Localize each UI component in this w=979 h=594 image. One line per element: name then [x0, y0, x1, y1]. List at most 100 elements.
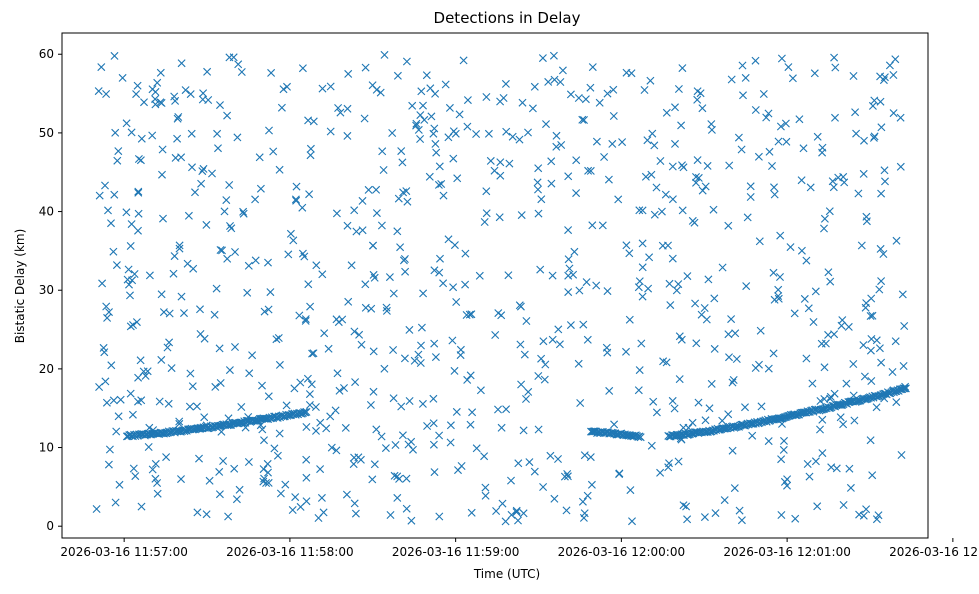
data-point-marker [129, 464, 138, 473]
data-point-marker [304, 280, 313, 289]
data-point-marker [334, 104, 343, 112]
data-point-marker [641, 172, 650, 181]
data-point-marker [350, 499, 359, 508]
data-point-marker [126, 322, 135, 331]
data-point-marker [845, 464, 854, 473]
data-point-marker [549, 51, 558, 60]
data-point-marker [769, 349, 778, 358]
data-point-marker [270, 444, 279, 453]
data-point-marker [720, 496, 729, 505]
data-point-marker [239, 207, 248, 216]
data-point-marker [583, 335, 592, 344]
data-point-marker [892, 236, 901, 245]
data-point-marker [701, 416, 710, 425]
data-point-marker [475, 271, 484, 280]
data-point-marker [836, 413, 845, 422]
data-point-marker [481, 491, 490, 500]
data-point-marker [394, 194, 403, 203]
data-point-marker [202, 510, 211, 519]
data-point-marker [151, 95, 160, 104]
data-point-marker [376, 88, 385, 97]
data-point-marker [333, 369, 342, 378]
data-point-marker [334, 318, 343, 327]
data-point-marker [133, 81, 142, 90]
data-point-marker [175, 244, 184, 253]
data-point-marker [764, 437, 773, 446]
data-point-marker [860, 372, 869, 381]
data-point-marker [732, 355, 741, 363]
data-point-marker [356, 455, 365, 464]
data-point-marker [215, 344, 224, 353]
y-tick-label: 40 [39, 205, 54, 219]
data-point-marker [472, 444, 481, 453]
data-point-marker [167, 364, 176, 373]
data-point-marker [260, 414, 269, 423]
data-point-marker [416, 135, 425, 143]
data-point-marker [824, 330, 833, 339]
data-point-marker [467, 508, 476, 517]
data-point-marker [494, 405, 502, 414]
data-point-marker [126, 291, 134, 300]
data-point-marker [153, 479, 162, 487]
data-point-marker [107, 219, 115, 228]
data-point-marker [622, 347, 630, 356]
data-point-marker [550, 75, 559, 84]
data-point-marker [734, 133, 743, 142]
data-point-marker [360, 114, 369, 123]
data-point-marker [657, 207, 666, 216]
data-point-marker [286, 229, 295, 238]
y-tick-label: 20 [39, 362, 54, 376]
data-point-marker [661, 190, 670, 199]
data-point-marker [449, 154, 458, 163]
data-point-marker [572, 189, 581, 198]
data-point-marker [820, 214, 829, 223]
plot-area-frame [61, 32, 929, 539]
data-point-marker [868, 101, 877, 110]
data-point-marker [196, 424, 205, 433]
data-point-marker [647, 170, 656, 179]
data-point-marker [429, 394, 438, 403]
data-point-marker [256, 184, 265, 193]
data-point-marker [165, 338, 174, 347]
data-point-marker [357, 340, 366, 349]
data-point-marker [305, 401, 314, 409]
data-point-marker [239, 209, 248, 218]
data-point-marker [862, 217, 871, 226]
data-point-marker [380, 50, 389, 59]
data-point-marker [327, 443, 336, 452]
data-point-marker [302, 473, 311, 482]
data-point-marker [779, 445, 788, 454]
data-point-marker [672, 286, 681, 295]
data-point-marker [759, 417, 768, 426]
data-point-marker [668, 396, 677, 405]
data-point-marker [408, 101, 417, 110]
data-point-marker [267, 68, 276, 77]
data-point-marker [778, 419, 786, 428]
data-point-marker [156, 98, 165, 107]
data-point-marker [742, 282, 751, 291]
data-point-marker [388, 129, 397, 137]
data-point-marker [725, 353, 733, 362]
data-point-marker [491, 331, 500, 339]
data-point-marker [876, 97, 885, 106]
data-point-marker [901, 382, 910, 391]
data-point-marker [335, 386, 344, 395]
data-point-marker [737, 516, 746, 525]
data-point-marker [844, 322, 853, 331]
data-point-marker [366, 401, 375, 409]
data-point-marker [196, 305, 204, 314]
data-point-marker [370, 273, 379, 282]
data-point-marker [862, 299, 871, 308]
data-point-marker [569, 270, 578, 279]
data-point-marker [263, 459, 272, 468]
data-point-marker [813, 502, 822, 511]
data-point-marker [173, 134, 182, 143]
data-point-marker [870, 132, 879, 141]
data-point-marker [764, 364, 773, 373]
data-point-marker [588, 63, 597, 72]
data-point-marker [347, 261, 356, 270]
data-point-marker [342, 490, 351, 499]
data-point-marker [710, 294, 719, 303]
data-point-marker [237, 68, 246, 76]
